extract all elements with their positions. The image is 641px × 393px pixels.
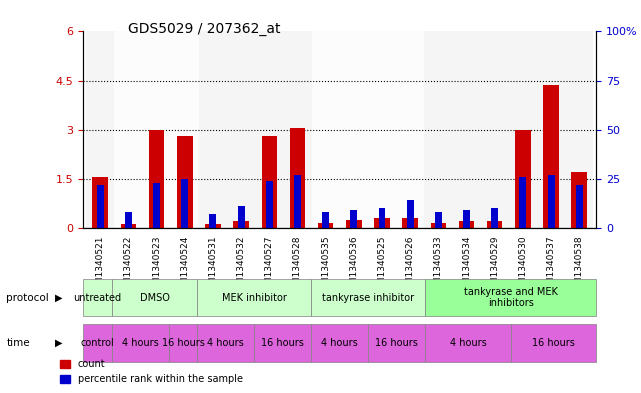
Bar bbox=[199, 31, 312, 228]
Bar bbox=[424, 31, 594, 228]
Bar bbox=[262, 136, 277, 228]
Bar bbox=[290, 128, 305, 228]
Text: 16 hours: 16 hours bbox=[375, 338, 418, 348]
Bar bbox=[544, 86, 559, 228]
Text: 16 hours: 16 hours bbox=[532, 338, 575, 348]
Text: 16 hours: 16 hours bbox=[162, 338, 204, 348]
Bar bbox=[205, 224, 221, 228]
Bar bbox=[86, 31, 114, 228]
Text: ▶: ▶ bbox=[54, 293, 62, 303]
Legend: count, percentile rank within the sample: count, percentile rank within the sample bbox=[56, 356, 246, 388]
Bar bbox=[266, 181, 273, 228]
Text: 16 hours: 16 hours bbox=[262, 338, 304, 348]
Bar bbox=[431, 223, 446, 228]
Bar bbox=[210, 214, 217, 228]
Bar bbox=[114, 31, 199, 228]
Bar bbox=[238, 206, 245, 228]
Bar bbox=[491, 208, 498, 228]
Bar bbox=[312, 31, 424, 228]
Text: tankyrase and MEK
inhibitors: tankyrase and MEK inhibitors bbox=[463, 287, 558, 309]
Bar bbox=[346, 220, 362, 228]
Bar bbox=[459, 221, 474, 228]
Text: untreated: untreated bbox=[74, 293, 122, 303]
Text: tankyrase inhibitor: tankyrase inhibitor bbox=[322, 293, 414, 303]
Bar bbox=[519, 177, 526, 228]
Bar bbox=[92, 177, 108, 228]
Bar bbox=[463, 210, 470, 228]
Bar bbox=[572, 172, 587, 228]
Bar bbox=[125, 212, 132, 228]
Bar bbox=[322, 212, 329, 228]
Text: DMSO: DMSO bbox=[140, 293, 169, 303]
Bar bbox=[233, 221, 249, 228]
Bar bbox=[403, 218, 418, 228]
Bar bbox=[406, 200, 413, 228]
Text: control: control bbox=[81, 338, 115, 348]
Text: 4 hours: 4 hours bbox=[122, 338, 159, 348]
Bar bbox=[378, 208, 385, 228]
Bar bbox=[181, 179, 188, 228]
Bar bbox=[153, 183, 160, 228]
Bar bbox=[435, 212, 442, 228]
Text: time: time bbox=[6, 338, 30, 348]
Text: ▶: ▶ bbox=[54, 338, 62, 348]
Bar bbox=[318, 223, 333, 228]
Text: 4 hours: 4 hours bbox=[449, 338, 487, 348]
Text: protocol: protocol bbox=[6, 293, 49, 303]
Bar bbox=[177, 136, 192, 228]
Bar bbox=[149, 130, 164, 228]
Text: 4 hours: 4 hours bbox=[321, 338, 358, 348]
Text: GDS5029 / 207362_at: GDS5029 / 207362_at bbox=[128, 22, 281, 36]
Bar bbox=[576, 185, 583, 228]
Bar bbox=[97, 185, 104, 228]
Bar bbox=[374, 218, 390, 228]
Text: MEK inhibitor: MEK inhibitor bbox=[222, 293, 287, 303]
Bar bbox=[121, 224, 136, 228]
Bar bbox=[351, 210, 357, 228]
Bar bbox=[515, 130, 531, 228]
Bar bbox=[487, 221, 503, 228]
Text: 4 hours: 4 hours bbox=[208, 338, 244, 348]
Bar bbox=[547, 175, 554, 228]
Bar bbox=[294, 175, 301, 228]
